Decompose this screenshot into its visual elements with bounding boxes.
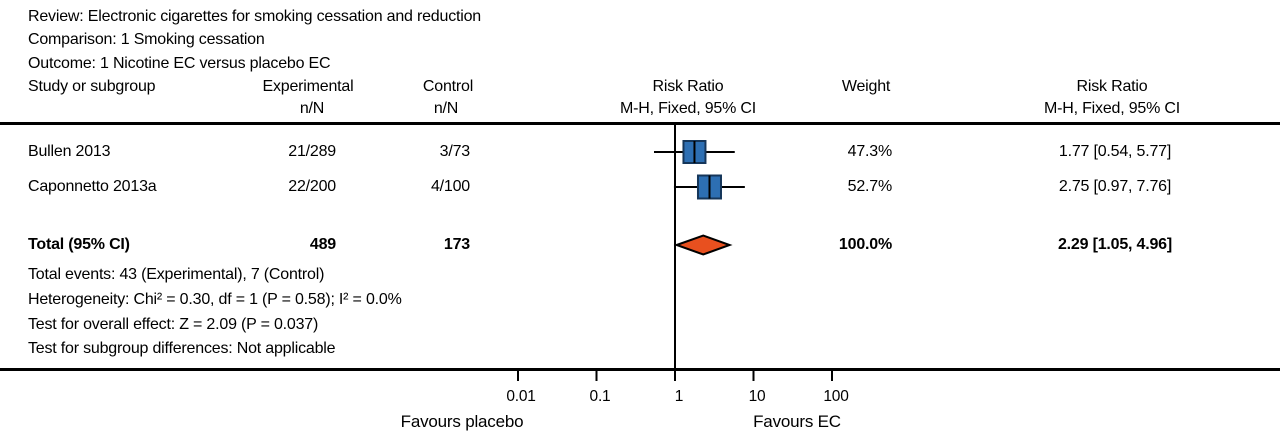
axis-tick-mark: [752, 371, 755, 381]
axis-tick-label: 0.01: [506, 388, 536, 405]
footnote-overall-effect: Test for overall effect: Z = 2.09 (P = 0…: [28, 316, 319, 333]
total-weight-value: 100.0%: [838, 236, 892, 253]
experimental-nn-value: 21/289: [288, 143, 336, 160]
col-header-method-plot: M-H, Fixed, 95% CI: [620, 100, 756, 117]
axis-tick-label: 10: [748, 388, 766, 405]
footnote-total-events: Total events: 43 (Experimental), 7 (Cont…: [28, 266, 325, 283]
control-nn-value: 3/73: [439, 143, 471, 160]
null-effect-line: [674, 125, 676, 368]
favours-right-label: Favours EC: [753, 412, 841, 431]
review-line: Review: Electronic cigarettes for smokin…: [28, 8, 482, 25]
study-name: Caponnetto 2013a: [28, 178, 157, 195]
axis-tick-label: 100: [823, 388, 849, 405]
axis-tick-mark: [831, 371, 833, 381]
col-header-control: Control: [422, 78, 474, 95]
control-nn-value: 4/100: [430, 178, 470, 195]
weight-value: 52.7%: [847, 178, 893, 195]
axis-tick-label: 1: [674, 388, 684, 405]
total-diamond: [673, 234, 733, 256]
total-risk-ratio-value: 2.29 [1.05, 4.96]: [1057, 236, 1172, 253]
risk-ratio-value: 2.75 [0.97, 7.76]: [1058, 178, 1172, 195]
experimental-nn-value: 22/200: [288, 178, 336, 195]
comparison-line: Comparison: 1 Smoking cessation: [28, 31, 265, 48]
col-header-experimental-nn: n/N: [299, 100, 325, 117]
col-header-method-text: M-H, Fixed, 95% CI: [1044, 100, 1180, 117]
col-header-weight: Weight: [841, 78, 891, 95]
total-experimental-value: 489: [309, 236, 336, 253]
col-header-study: Study or subgroup: [28, 78, 156, 95]
total-control-value: 173: [443, 236, 470, 253]
col-header-risk-ratio-text: Risk Ratio: [1076, 78, 1148, 95]
total-label: Total (95% CI): [28, 236, 130, 253]
outcome-line: Outcome: 1 Nicotine EC versus placebo EC: [28, 55, 331, 72]
table-top-rule: [0, 122, 1280, 125]
axis-tick-mark: [674, 371, 676, 381]
footnote-subgroup: Test for subgroup differences: Not appli…: [28, 340, 336, 357]
axis-tick-mark: [517, 371, 519, 381]
col-header-risk-ratio-plot: Risk Ratio: [652, 78, 724, 95]
weight-value: 47.3%: [847, 143, 893, 160]
axis-tick-label: 0.1: [589, 388, 611, 405]
axis-rule: [0, 368, 1280, 371]
favours-left-label: Favours placebo: [400, 412, 524, 431]
footnote-heterogeneity: Heterogeneity: Chi² = 0.30, df = 1 (P = …: [28, 291, 402, 308]
col-header-experimental: Experimental: [262, 78, 354, 95]
study-name: Bullen 2013: [28, 143, 111, 160]
axis-tick-mark: [595, 371, 598, 381]
risk-ratio-value: 1.77 [0.54, 5.77]: [1058, 143, 1172, 160]
col-header-control-nn: n/N: [433, 100, 459, 117]
